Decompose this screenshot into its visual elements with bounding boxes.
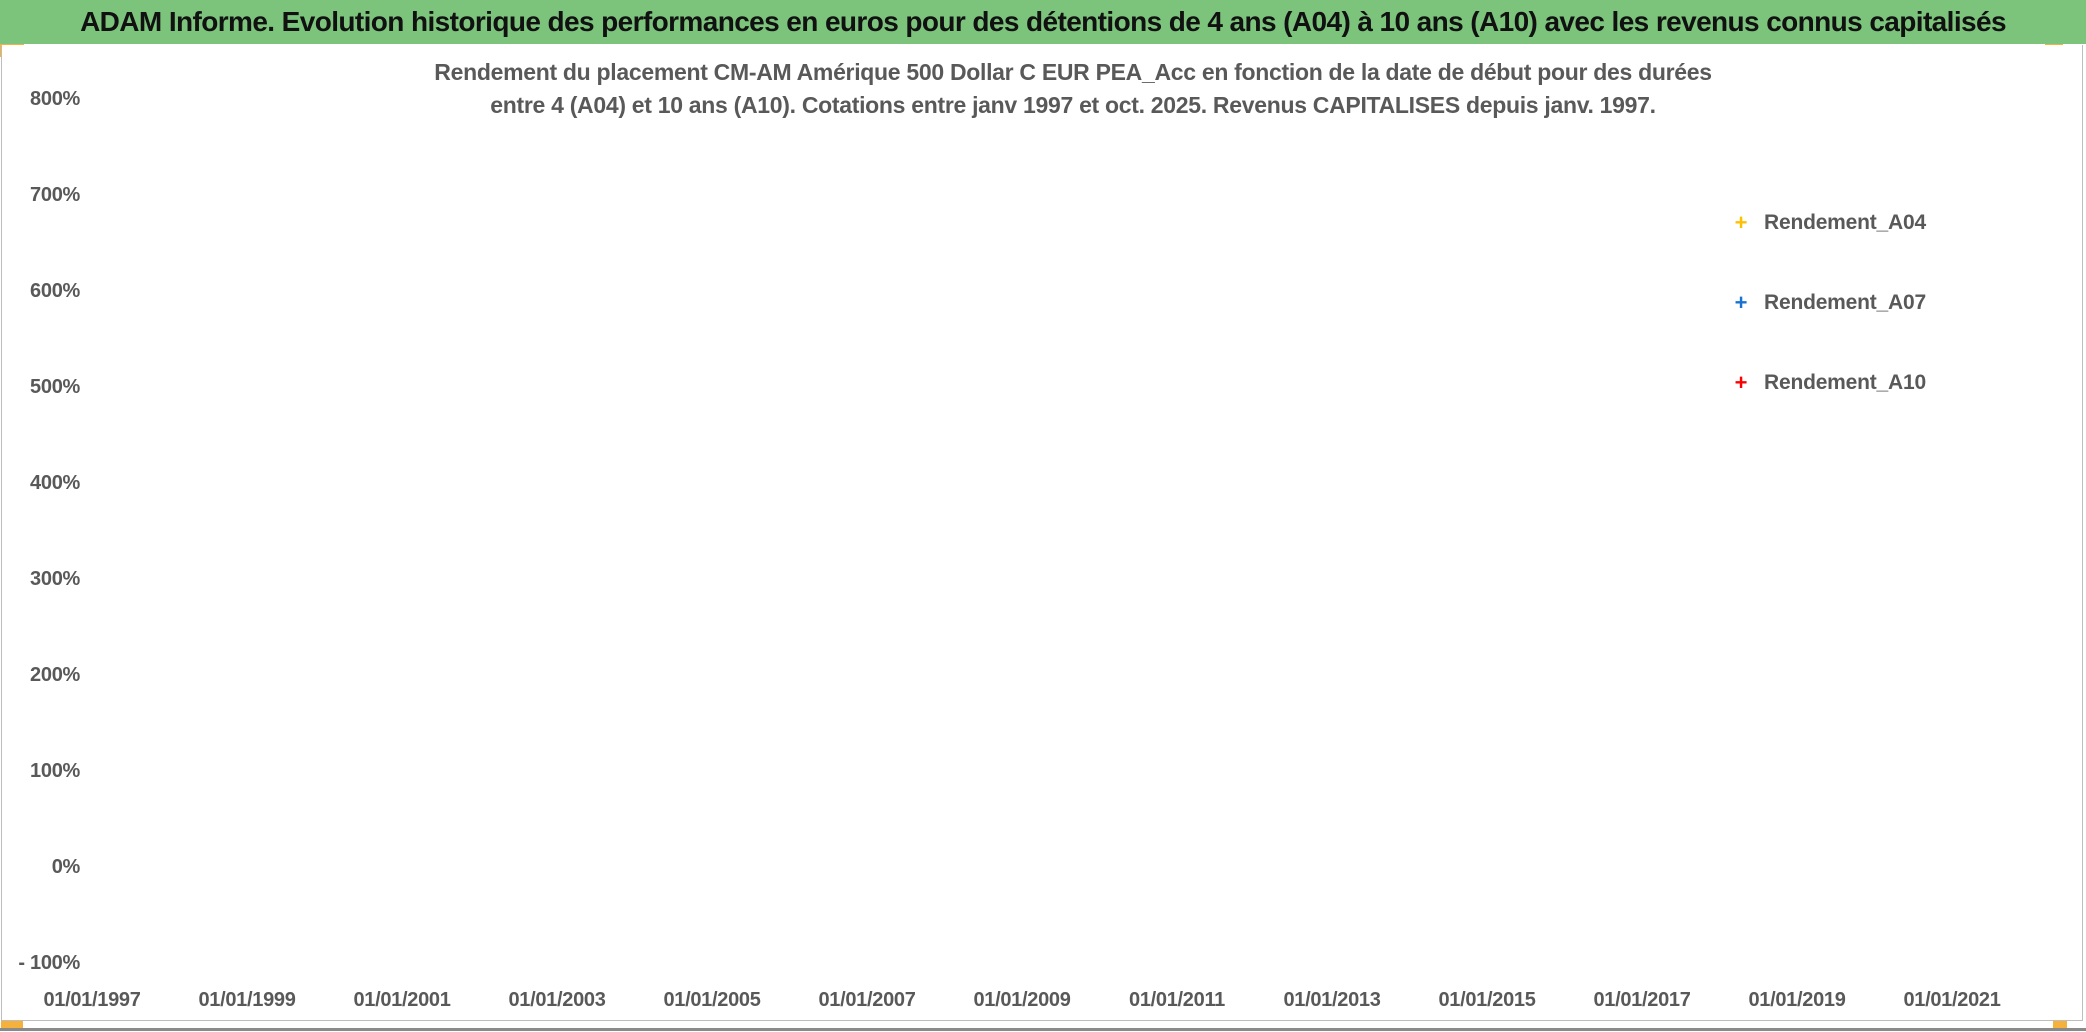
x-tick-label: 01/01/1999 <box>198 989 296 1011</box>
sheet-bottom-divider <box>0 1028 2086 1031</box>
x-tick-label: 01/01/2013 <box>1283 989 1381 1011</box>
y-tick-label: 400% <box>30 472 80 494</box>
y-tick-label: 200% <box>30 664 80 686</box>
plus-marker-icon: + <box>1734 210 1748 235</box>
y-tick-label: 100% <box>30 760 80 782</box>
plus-marker-icon: + <box>1734 370 1748 395</box>
y-tick-label: 300% <box>30 568 80 590</box>
x-tick-label: 01/01/2003 <box>508 989 606 1011</box>
y-tick-label: 700% <box>30 184 80 206</box>
chart-title: Rendement du placement CM-AM Amérique 50… <box>363 56 1783 126</box>
x-tick-label: 01/01/2021 <box>1903 989 2001 1011</box>
legend-label: Rendement_A04 <box>1764 211 1926 234</box>
x-tick-label: 01/01/2009 <box>973 989 1071 1011</box>
legend-item-rendement-a07[interactable]: + Rendement_A07 <box>1726 288 1927 318</box>
chart-legend: + Rendement_A04 + Rendement_A07 + Rendem… <box>1718 192 2014 414</box>
x-tick-label: 01/01/2001 <box>353 989 451 1011</box>
x-tick-label: 01/01/2019 <box>1748 989 1846 1011</box>
x-tick-label: 01/01/1997 <box>43 989 141 1011</box>
x-tick-label: 01/01/2011 <box>1129 989 1225 1011</box>
y-tick-label: 500% <box>30 376 80 398</box>
header-banner: ADAM Informe. Evolution historique des p… <box>0 0 2086 44</box>
y-tick-label: 600% <box>30 280 80 302</box>
x-tick-label: 01/01/2007 <box>818 989 916 1011</box>
x-tick-label: 01/01/2005 <box>663 989 761 1011</box>
accent-bottom-left <box>1 1021 23 1030</box>
x-tick-label: 01/01/2017 <box>1593 989 1691 1011</box>
plus-marker-icon: + <box>1734 290 1748 315</box>
y-tick-label: 0% <box>51 856 81 878</box>
legend-label: Rendement_A10 <box>1764 371 1926 394</box>
legend-item-rendement-a10[interactable]: + Rendement_A10 <box>1726 368 1927 398</box>
chart-title-line2: entre 4 (A04) et 10 ans (A10). Cotations… <box>490 92 1656 118</box>
chart-title-line1: Rendement du placement CM-AM Amérique 50… <box>434 59 1712 85</box>
x-tick-label: 01/01/2015 <box>1438 989 1536 1011</box>
legend-item-rendement-a04[interactable]: + Rendement_A04 <box>1726 208 1927 238</box>
header-title: ADAM Informe. Evolution historique des p… <box>80 6 2006 37</box>
y-tick-label: 800% <box>30 88 80 110</box>
y-tick-label: - 100% <box>18 952 80 974</box>
legend-label: Rendement_A07 <box>1764 291 1926 314</box>
